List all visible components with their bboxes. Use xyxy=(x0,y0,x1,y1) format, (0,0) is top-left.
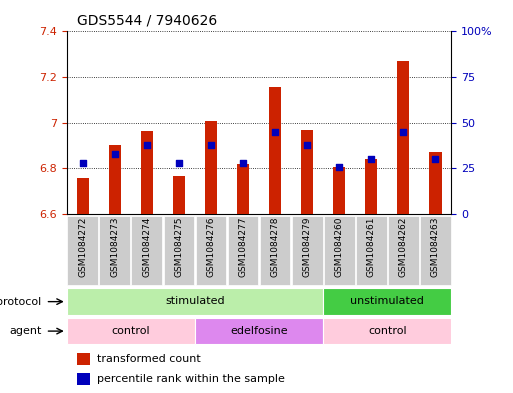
Point xyxy=(175,160,183,166)
Bar xyxy=(333,167,345,214)
Point xyxy=(207,141,215,148)
Bar xyxy=(292,216,323,285)
Bar xyxy=(77,353,90,365)
Bar xyxy=(301,130,313,214)
Text: GDS5544 / 7940626: GDS5544 / 7940626 xyxy=(77,13,217,28)
Bar xyxy=(67,288,323,315)
Bar xyxy=(141,131,153,214)
Point xyxy=(335,163,343,170)
Bar xyxy=(365,159,378,214)
Bar xyxy=(429,152,442,214)
Text: transformed count: transformed count xyxy=(97,354,201,364)
Text: protocol: protocol xyxy=(0,297,42,307)
Point xyxy=(271,129,279,135)
Bar xyxy=(269,87,281,214)
Bar xyxy=(397,61,409,214)
Bar xyxy=(67,318,195,344)
Text: control: control xyxy=(111,325,150,336)
Point xyxy=(399,129,407,135)
Text: GSM1084262: GSM1084262 xyxy=(399,217,408,277)
Point xyxy=(143,141,151,148)
Point xyxy=(111,151,119,157)
Bar xyxy=(131,216,162,285)
Text: agent: agent xyxy=(9,326,42,336)
Text: GSM1084279: GSM1084279 xyxy=(303,217,312,277)
Point xyxy=(303,141,311,148)
Point xyxy=(431,156,440,162)
Text: GSM1084275: GSM1084275 xyxy=(174,217,184,277)
Text: GSM1084261: GSM1084261 xyxy=(367,217,376,277)
Text: edelfosine: edelfosine xyxy=(230,325,288,336)
Bar xyxy=(260,216,290,285)
Text: GSM1084263: GSM1084263 xyxy=(431,217,440,277)
Bar xyxy=(205,121,217,214)
Bar xyxy=(228,216,259,285)
Bar xyxy=(77,373,90,385)
Point xyxy=(78,160,87,166)
Bar xyxy=(323,288,451,315)
Text: GSM1084260: GSM1084260 xyxy=(334,217,344,277)
Text: GSM1084276: GSM1084276 xyxy=(206,217,215,277)
Point xyxy=(367,156,376,162)
Text: stimulated: stimulated xyxy=(165,296,225,306)
Bar xyxy=(109,145,121,214)
Bar xyxy=(67,216,98,285)
Bar xyxy=(388,216,419,285)
Bar xyxy=(356,216,387,285)
Bar xyxy=(195,318,323,344)
Bar xyxy=(324,216,354,285)
Bar xyxy=(237,164,249,214)
Bar xyxy=(100,216,130,285)
Bar xyxy=(420,216,451,285)
Text: control: control xyxy=(368,325,407,336)
Text: unstimulated: unstimulated xyxy=(350,296,424,306)
Bar xyxy=(173,176,185,214)
Text: percentile rank within the sample: percentile rank within the sample xyxy=(97,374,285,384)
Bar xyxy=(76,178,89,214)
Text: GSM1084273: GSM1084273 xyxy=(110,217,120,277)
Text: GSM1084274: GSM1084274 xyxy=(142,217,151,277)
Text: GSM1084277: GSM1084277 xyxy=(239,217,248,277)
Point xyxy=(239,160,247,166)
Bar xyxy=(195,216,226,285)
Text: GSM1084278: GSM1084278 xyxy=(270,217,280,277)
Bar xyxy=(164,216,194,285)
Text: GSM1084272: GSM1084272 xyxy=(78,217,87,277)
Bar xyxy=(323,318,451,344)
